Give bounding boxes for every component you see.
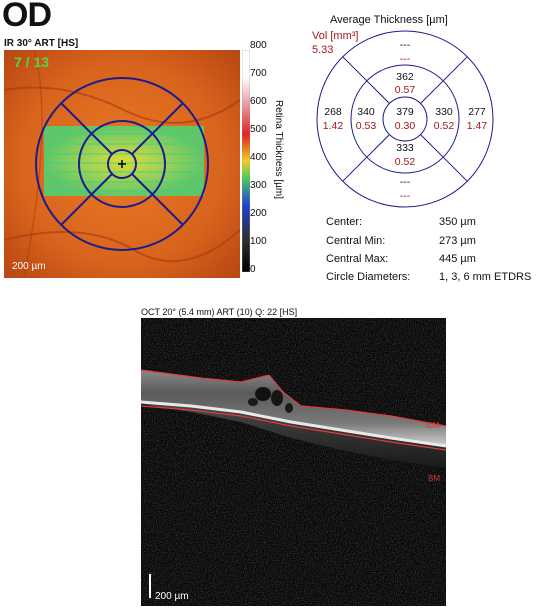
bm-layer-label: BM: [428, 474, 440, 483]
colorbar-tick: 800: [250, 40, 267, 51]
inner-nasal-volume: 0.52: [434, 120, 455, 132]
inner-nasal-thickness: 330: [435, 106, 453, 118]
stat-label: Center:: [326, 216, 363, 228]
outer-inferior-volume: ---: [400, 190, 411, 202]
inner-temporal-volume: 0.53: [356, 120, 377, 132]
ir-image-title: IR 30° ART [HS]: [4, 38, 79, 49]
center-ring: [382, 96, 428, 142]
thickness-map-title: Average Thickness [µm]: [330, 14, 448, 26]
colorbar-tick: 400: [250, 152, 267, 163]
colorbar-tick: 600: [250, 96, 267, 107]
outer-temporal-volume: 1.42: [323, 120, 344, 132]
oct-bscan-image[interactable]: ILM BM 200 µm: [141, 318, 446, 606]
volume-label: Vol [mm³]: [312, 30, 359, 42]
colorbar-tick: 300: [250, 180, 267, 191]
center-thickness: 379: [396, 106, 414, 118]
outer-temporal-thickness: 268: [324, 106, 342, 118]
inner-inferior-thickness: 333: [396, 142, 414, 154]
fundus-thickness-map-image[interactable]: 7 / 13 200 µm: [4, 50, 240, 278]
outer-inferior-thickness: ---: [400, 176, 411, 188]
ir-scale-bar-label: 200 µm: [12, 261, 46, 272]
colorbar-tick: 200: [250, 208, 267, 219]
colorbar-tick: 700: [250, 68, 267, 79]
center-volume: 0.30: [395, 120, 416, 132]
outer-nasal-volume: 1.47: [467, 120, 488, 132]
oct-scan-title: OCT 20° (5.4 mm) ART (10) Q: 22 [HS]: [141, 307, 298, 317]
stat-label: Central Min:: [326, 235, 386, 247]
thickness-colorbar: [242, 50, 250, 272]
inner-inferior-volume: 0.52: [395, 156, 416, 168]
inner-temporal-thickness: 340: [357, 106, 375, 118]
inner-ring: [350, 64, 460, 174]
inner-superior-thickness: 362: [396, 71, 414, 83]
outer-nasal-thickness: 277: [468, 106, 486, 118]
outer-superior-volume: ---: [400, 53, 411, 65]
inner-superior-volume: 0.57: [395, 84, 416, 96]
colorbar-tick: 100: [250, 236, 267, 247]
colorbar-tick: 0: [250, 264, 256, 275]
colorbar-tick: 500: [250, 124, 267, 135]
eye-label: OD: [2, 0, 52, 34]
ilm-layer-label: ILM: [426, 421, 440, 430]
stat-value: 273 µm: [439, 235, 476, 247]
outer-ring: [316, 30, 494, 208]
slice-indicator: 7 / 13: [14, 54, 50, 70]
stat-label: Circle Diameters:: [326, 271, 411, 283]
stat-label: Central Max:: [326, 253, 389, 265]
etdrs-grid: --- --- 362 0.57 379 0.30 340 0.53 330 0…: [316, 30, 494, 208]
stat-value: 445 µm: [439, 253, 476, 265]
outer-superior-thickness: ---: [400, 39, 411, 51]
stat-value: 1, 3, 6 mm ETDRS: [439, 271, 532, 283]
total-volume-value: 5.33: [312, 44, 334, 56]
stat-value: 350 µm: [439, 216, 476, 228]
colorbar-label: Retina Thickness [µm]: [273, 100, 284, 199]
oct-scale-bar-label: 200 µm: [155, 591, 189, 602]
